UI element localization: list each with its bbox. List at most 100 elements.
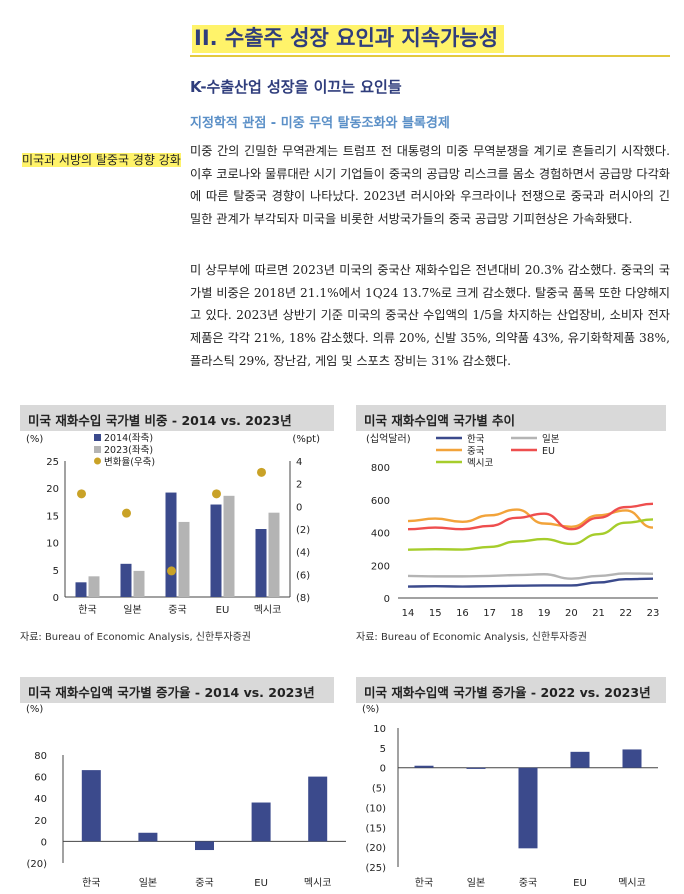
chart-2-series-line-1 — [407, 577, 654, 588]
chart-1-y-tick: 15 — [46, 511, 59, 522]
chart-2-x-tick: 21 — [592, 608, 605, 619]
chart-2-title: 미국 재화수입액 국가별 추이 — [356, 405, 666, 431]
chart4-y-tick: (20) — [365, 843, 386, 854]
chart3-y-label: (%) — [26, 704, 43, 715]
chart-2-series-line-5 — [407, 518, 654, 551]
sub-subheading: 지정학적 관점 - 미중 무역 탈동조화와 블록경제 — [190, 116, 450, 131]
chart3-x-tick: 중국 — [195, 877, 213, 889]
chart-1-bar-2023 — [88, 576, 100, 597]
chart-1-x-tick: 한국 — [78, 604, 96, 616]
chart3-bar — [251, 802, 271, 842]
chart-2-series-line-2 — [407, 572, 654, 580]
chart-1: (%) (%pt) 0 5 10 15 20 25 (8) (6) (4) (2) 0 2 4 한국 일본 중국 E… — [26, 433, 320, 616]
chart-1-x-tick: EU — [216, 605, 230, 616]
chart3-bar — [195, 841, 214, 851]
chart-1-y2-tick: 0 — [296, 502, 302, 513]
chart-1-bar-2014 — [165, 492, 177, 597]
chart-1-bar-2014 — [210, 504, 222, 597]
side-note: 미국과 서방의 탈중국 경향 강화 — [22, 150, 182, 170]
chart-1-x-tick: 일본 — [123, 604, 141, 616]
chart-1-legend-swatch-2014 — [94, 434, 101, 441]
chart-2-x-tick: 17 — [483, 608, 496, 619]
chart-1-y2-tick: (6) — [296, 570, 310, 581]
chart4-x-tick: 일본 — [467, 877, 485, 889]
chart-2-x-tick: 19 — [538, 608, 551, 619]
chart-2-legend-label-3: 중국 — [467, 446, 485, 457]
chart-1-y-label: (%) — [26, 434, 43, 445]
chart4-bar — [518, 767, 538, 849]
chart-2-x-tick: 16 — [456, 608, 469, 619]
chart-2-legend-label-5: 멕시코 — [467, 458, 493, 469]
chart-3: (%) (20) 0 20 40 60 80 한국 일본 중국 EU 멕시코 — [26, 704, 346, 889]
chart4-y-tick: 0 — [380, 764, 386, 775]
chart-2-x-tick: 15 — [429, 608, 442, 619]
chart-1-point-change — [212, 489, 221, 499]
chart-2-y-tick: 200 — [371, 561, 390, 572]
chart-2-x-tick: 20 — [565, 608, 578, 619]
chart-1-bar-2023 — [223, 495, 235, 597]
chart-2-x-tick: 18 — [511, 608, 524, 619]
chart-1-point-change — [122, 508, 131, 518]
chart-2-legend-label-1: 한국 — [467, 434, 485, 445]
chart-4-title: 미국 재화수입액 국가별 증가율 - 2022 vs. 2023년 — [356, 677, 666, 703]
chart-1-legend-swatch-change — [94, 457, 101, 465]
chart-2-y-tick: 400 — [371, 529, 390, 540]
chart-1-x-tick: 멕시코 — [254, 604, 282, 616]
chart-1-bar-2014 — [255, 529, 267, 597]
section-title-text: II. 수출주 성장 요인과 지속가능성 — [192, 25, 505, 53]
chart-1-y2-tick: (4) — [296, 548, 310, 559]
chart3-x-tick: EU — [254, 878, 268, 889]
chart3-y-tick: 20 — [34, 816, 47, 827]
chart-1-legend-change: 변화율(우축) — [104, 457, 155, 468]
chart-1-point-change — [77, 489, 86, 499]
chart-1-y-tick: 5 — [53, 566, 59, 577]
chart-1-y2-tick: 4 — [296, 457, 302, 468]
chart-1-bar-2023 — [133, 570, 145, 597]
chart-1-y-tick: 0 — [53, 593, 59, 604]
body-paragraph-2: 미 상무부에 따르면 2023년 미국의 중국산 재화수입은 전년대비 20.3… — [190, 263, 670, 368]
side-note-text: 미국과 서방의 탈중국 경향 강화 — [22, 153, 181, 167]
chart-1-y2-tick: 2 — [296, 480, 302, 491]
chart4-y-label: (%) — [362, 704, 379, 715]
section-title: II. 수출주 성장 요인과 지속가능성 — [190, 22, 670, 54]
chart4-y-tick: 5 — [380, 744, 386, 755]
chart3-bar — [138, 832, 158, 842]
chart-4: (%) (25) (20) (15) (10) (5) 0 5 10 한국 일본 중국 EU 멕시코 — [362, 704, 658, 889]
chart3-y-tick: 60 — [34, 773, 47, 784]
chart-2-legend-label-2: 일본 — [542, 434, 560, 445]
chart4-bar — [622, 749, 642, 768]
chart-1-point-change — [257, 467, 266, 477]
chart3-x-tick: 멕시코 — [304, 877, 332, 889]
chart-2-y-tick: 800 — [371, 463, 390, 474]
chart3-y-tick: 40 — [34, 794, 47, 805]
chart4-y-tick: 10 — [373, 724, 386, 735]
chart-2-x-tick: 22 — [619, 608, 632, 619]
chart3-bar — [308, 776, 328, 842]
chart4-x-tick: 멕시코 — [618, 877, 646, 889]
chart4-y-tick: (25) — [365, 863, 386, 874]
chart-1-source: 자료: Bureau of Economic Analysis, 신한투자증권 — [20, 632, 251, 643]
chart3-y-tick: (20) — [26, 859, 47, 870]
chart-1-y2-tick: (8) — [296, 593, 310, 604]
chart-2: (십억달러) 0 200 400 600 800 14 15 16 17 18 19 20 21 22 23 한… — [366, 433, 660, 619]
chart-1-y-tick: 10 — [46, 539, 59, 550]
chart4-x-tick: 중국 — [519, 877, 537, 889]
chart-1-bar-2023 — [268, 512, 280, 597]
chart-1-y-tick: 25 — [46, 457, 59, 468]
chart-2-x-tick: 23 — [647, 608, 660, 619]
chart-2-x-tick: 14 — [402, 608, 415, 619]
chart-1-y2-tick: (2) — [296, 525, 310, 536]
chart-1-title: 미국 재화수입 국가별 비중 - 2014 vs. 2023년 — [20, 405, 334, 431]
chart3-x-tick: 일본 — [139, 877, 157, 889]
chart-3-title: 미국 재화수입액 국가별 증가율 - 2014 vs. 2023년 — [20, 677, 334, 703]
chart4-bar — [466, 767, 486, 769]
chart3-y-tick: 80 — [34, 751, 47, 762]
chart3-x-tick: 한국 — [82, 877, 100, 889]
chart4-x-tick: EU — [573, 878, 587, 889]
section-title-underline — [190, 55, 670, 57]
chart4-y-tick: (15) — [365, 823, 386, 834]
chart-2-series-line-4 — [407, 502, 654, 531]
chart-1-point-change — [167, 566, 176, 576]
chart-1-legend-2023: 2023(좌축) — [104, 445, 153, 456]
chart-1-x-tick: 중국 — [168, 604, 186, 616]
